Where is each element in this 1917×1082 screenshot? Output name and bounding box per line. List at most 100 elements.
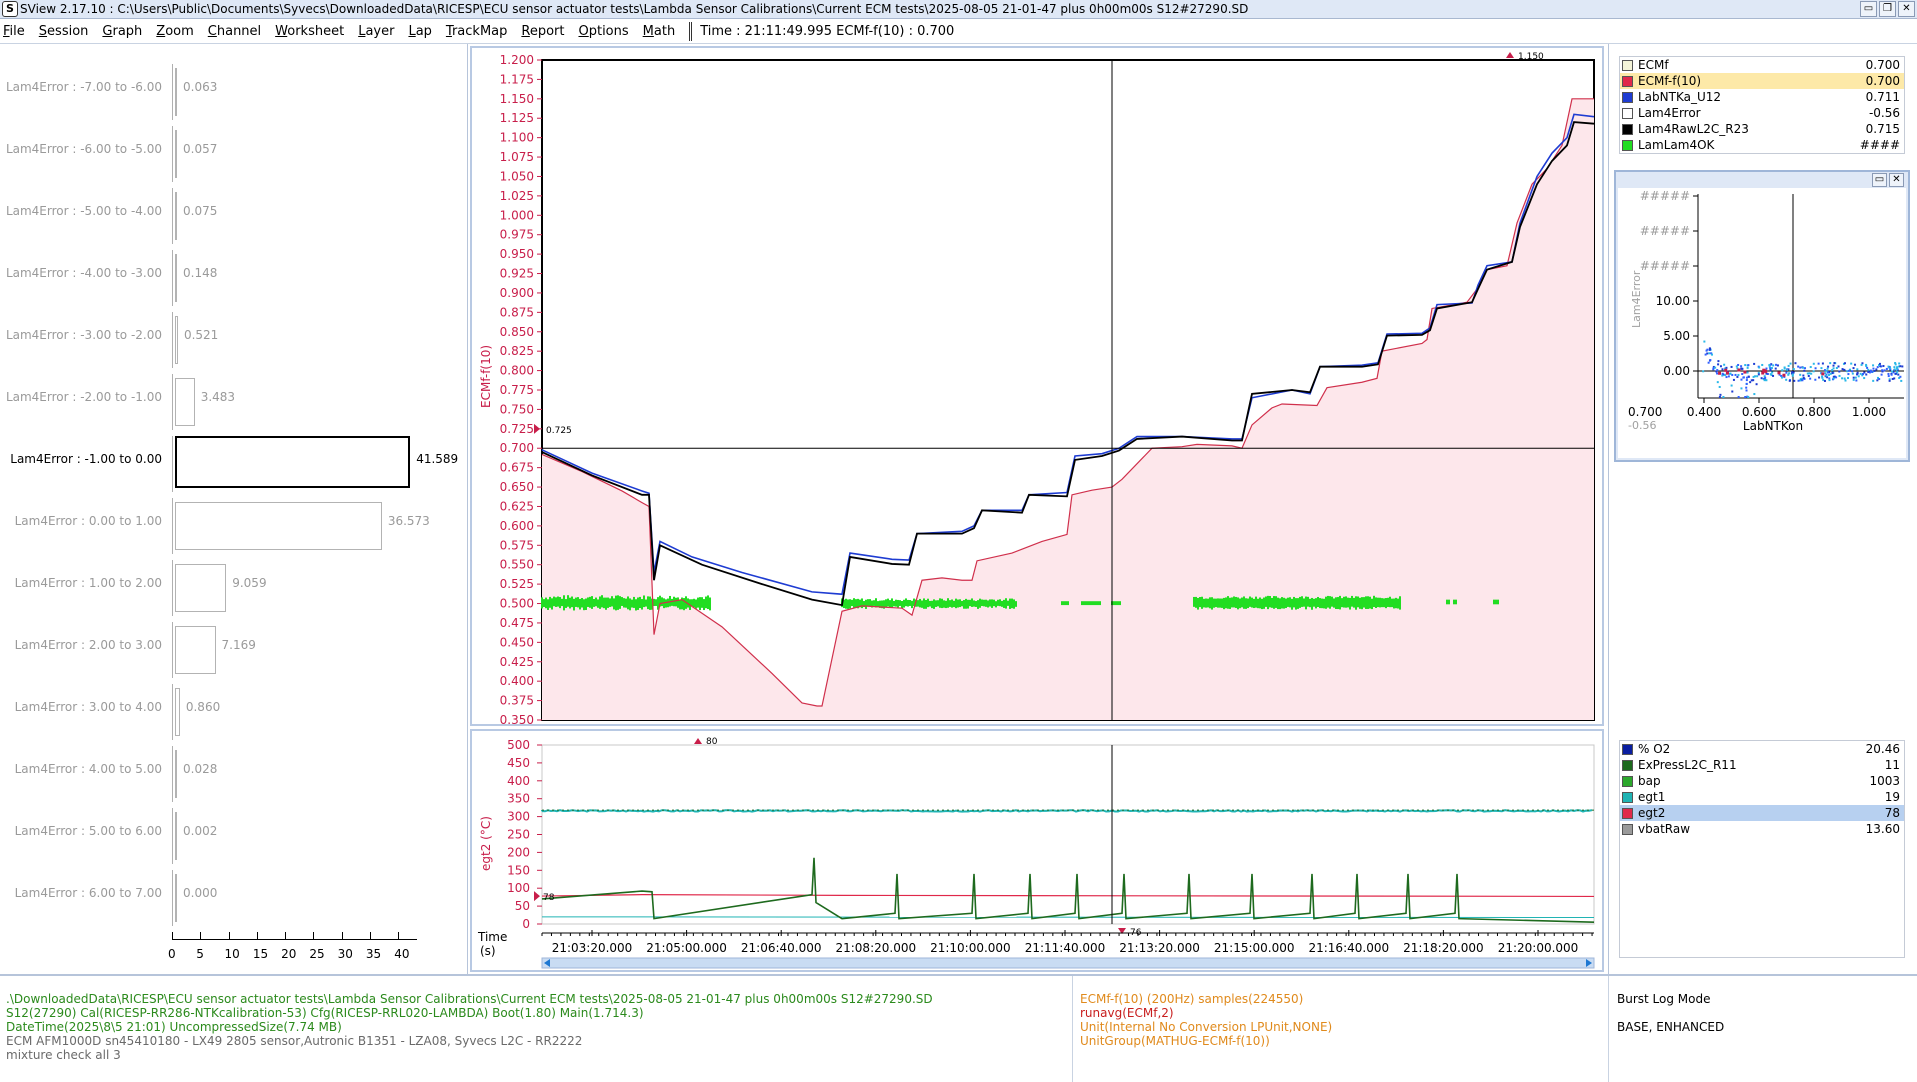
menu-session[interactable]: Session <box>38 23 89 39</box>
menu-report[interactable]: Report <box>521 23 565 39</box>
axis-tick-label: 0.500 <box>500 597 534 611</box>
axis-tick-label: 100 <box>507 881 530 895</box>
window-title: SView 2.17.10 : C:\Users\Public\Document… <box>20 2 1249 16</box>
ecmf-area-fill <box>542 98 1594 720</box>
histogram-row[interactable]: Lam4Error : -3.00 to -2.00 0.521 <box>0 312 468 374</box>
comment-line-2: mixture check all 3 <box>6 1048 121 1062</box>
legend-channel-name: ExPressL2C_R11 <box>1638 758 1737 772</box>
histogram-row[interactable]: Lam4Error : -4.00 to -3.00 0.148 <box>0 250 468 312</box>
axis-tick-label: 500 <box>507 738 530 752</box>
scroll-left-icon <box>544 959 550 967</box>
histogram-row[interactable]: Lam4Error : -7.00 to -6.00 0.063 <box>0 64 468 126</box>
histogram-row[interactable]: Lam4Error : 0.00 to 1.00 36.573 <box>0 498 468 560</box>
histogram-row-label: Lam4Error : -7.00 to -6.00 <box>5 80 162 94</box>
xy-maximize-button[interactable]: ▭ <box>1872 173 1887 187</box>
histogram-panel[interactable]: Lam4Error : -7.00 to -6.00 0.063 Lam4Error… <box>0 44 468 974</box>
series-lam4raw <box>541 121 1595 607</box>
histogram-bar <box>175 130 177 178</box>
xy-plot-area[interactable]: ##### ##### ##### 10.00 5.00 0.00 Lam4Error 0.4… <box>1618 188 1906 458</box>
time-axis-label: Time <box>477 930 507 944</box>
legend-row[interactable]: egt2 78 <box>1620 805 1904 821</box>
legend-row[interactable]: LamLam4OK #### <box>1620 137 1904 153</box>
axis-tick-label: 0.950 <box>500 247 534 261</box>
histogram-bar-value: 36.573 <box>387 514 430 528</box>
minimize-button[interactable]: ▭ <box>1860 1 1877 17</box>
histogram-row-label: Lam4Error : -5.00 to -4.00 <box>5 204 162 218</box>
time-axis-tick: 21:05:00.000 <box>646 941 727 955</box>
menu-worksheet[interactable]: Worksheet <box>275 23 345 39</box>
legend-channel-name: vbatRaw <box>1638 822 1691 836</box>
xy-close-button[interactable]: ✕ <box>1889 173 1904 187</box>
horizontal-scrollbar[interactable] <box>541 957 1595 969</box>
menu-trackmap[interactable]: TrackMap <box>445 23 508 39</box>
main-graph[interactable]: 1.200 1.175 1.150 1.125 1.100 1.075 1.050 1.025… <box>472 48 1602 724</box>
legend-row[interactable]: egt1 19 <box>1620 789 1904 805</box>
menu-file[interactable]: File <box>3 23 25 39</box>
histogram-row[interactable]: Lam4Error : -2.00 to -1.00 3.483 <box>0 374 468 436</box>
close-button[interactable]: ✕ <box>1898 1 1915 17</box>
histogram-row[interactable]: Lam4Error : 4.00 to 5.00 0.028 <box>0 746 468 808</box>
app-logo-icon: S <box>2 1 18 17</box>
histogram-row[interactable]: Lam4Error : 6.00 to 7.00 0.000 <box>0 870 468 932</box>
xy-plot[interactable]: ##### ##### ##### 10.00 5.00 0.00 Lam4Error 0.4… <box>1618 188 1906 458</box>
axis-tick-label: 1.050 <box>500 169 534 183</box>
xy-y-tick: ##### <box>1640 259 1690 273</box>
histogram-axis-tickmark <box>398 932 400 939</box>
histogram-row-label: Lam4Error : 2.00 to 3.00 <box>14 638 162 652</box>
histogram-row-label: Lam4Error : 0.00 to 1.00 <box>14 514 162 528</box>
histogram-bar <box>175 750 177 798</box>
legend-row[interactable]: ExPressL2C_R11 11 <box>1620 757 1904 773</box>
histogram-row[interactable]: Lam4Error : 1.00 to 2.00 9.059 <box>0 560 468 622</box>
menu-graph[interactable]: Graph <box>102 23 143 39</box>
legend-row[interactable]: ECMf-f(10) 0.700 <box>1620 73 1904 89</box>
xy-y-tick: 0.00 <box>1663 364 1690 378</box>
main-graph-frame[interactable]: 1.200 1.175 1.150 1.125 1.100 1.075 1.050 1.025… <box>470 46 1604 726</box>
max-marker-label: 1.150 <box>1518 52 1544 62</box>
histogram-row[interactable]: Lam4Error : -1.00 to 0.00 41.589 <box>0 436 468 498</box>
menu-math[interactable]: Math <box>642 23 676 39</box>
legend-channel-name: bap <box>1638 774 1661 788</box>
legend-top: ECMf 0.700 ECMf-f(10) 0.700 LabNTKa_U12 0.711… <box>1619 56 1905 154</box>
menu-layer[interactable]: Layer <box>358 23 395 39</box>
legend-row[interactable]: vbatRaw 13.60 <box>1620 821 1904 837</box>
xy-plot-window[interactable]: ▭ ✕ ##### ##### ##### 10.00 5.00 0.00 Lam4Erro… <box>1614 170 1910 462</box>
histogram-bar-value: 0.075 <box>183 204 218 218</box>
histogram-bar-value: 3.483 <box>200 390 236 404</box>
menu-lap[interactable]: Lap <box>408 23 432 39</box>
histogram-bar-value: 0.148 <box>183 266 218 280</box>
legend-row[interactable]: % O2 20.46 <box>1620 741 1904 757</box>
legend-row[interactable]: LabNTKa_U12 0.711 <box>1620 89 1904 105</box>
menu-options[interactable]: Options <box>578 23 629 39</box>
histogram-row[interactable]: Lam4Error : 2.00 to 3.00 7.169 <box>0 622 468 684</box>
channel-unit-line: Unit(Internal No Conversion LPUnit,NONE) <box>1080 1020 1333 1034</box>
histogram-row[interactable]: Lam4Error : -6.00 to -5.00 0.057 <box>0 126 468 188</box>
legend-row[interactable]: Lam4RawL2C_R23 0.715 <box>1620 121 1904 137</box>
histogram-row[interactable]: Lam4Error : -5.00 to -4.00 0.075 <box>0 188 468 250</box>
axis-tick-label: 0.350 <box>500 713 534 724</box>
histogram-row[interactable]: Lam4Error : 3.00 to 4.00 0.860 <box>0 684 468 746</box>
axis-tick-label: 0.375 <box>500 694 534 708</box>
histogram-row-label: Lam4Error : -1.00 to 0.00 <box>10 452 162 466</box>
menu-zoom[interactable]: Zoom <box>156 23 194 39</box>
cursor-value-label: 0.725 <box>546 426 572 436</box>
file-path-line: .\DownloadedData\RICESP\ECU sensor actua… <box>6 992 933 1006</box>
histogram-axis-tickmark <box>341 932 343 939</box>
lower-graph-frame[interactable]: 500 450 400 350 300 250 200 150 100 50 0 egt2 (°C) 7… <box>470 729 1604 972</box>
histogram-row-divider <box>172 622 173 678</box>
legend-channel-name: ECMf <box>1638 58 1669 72</box>
histogram-axis-tickmark <box>313 932 315 939</box>
menu-channel[interactable]: Channel <box>207 23 262 39</box>
legend-row[interactable]: ECMf 0.700 <box>1620 57 1904 73</box>
histogram-bar-value: 0.063 <box>183 80 218 94</box>
histogram-axis-tickmark <box>172 932 173 939</box>
histogram-row-label: Lam4Error : 6.00 to 7.00 <box>14 886 162 900</box>
histogram-row[interactable]: Lam4Error : 5.00 to 6.00 0.002 <box>0 808 468 870</box>
histogram-row-divider <box>172 808 173 864</box>
histogram-bar <box>175 192 177 240</box>
restore-button[interactable]: ❐ <box>1879 1 1896 17</box>
legend-row[interactable]: bap 1003 <box>1620 773 1904 789</box>
time-axis-tick: 21:18:20.000 <box>1403 941 1484 955</box>
legend-row[interactable]: Lam4Error -0.56 <box>1620 105 1904 121</box>
datetime-line: DateTime(2025\8\5 21:01) UncompressedSiz… <box>6 1020 342 1034</box>
